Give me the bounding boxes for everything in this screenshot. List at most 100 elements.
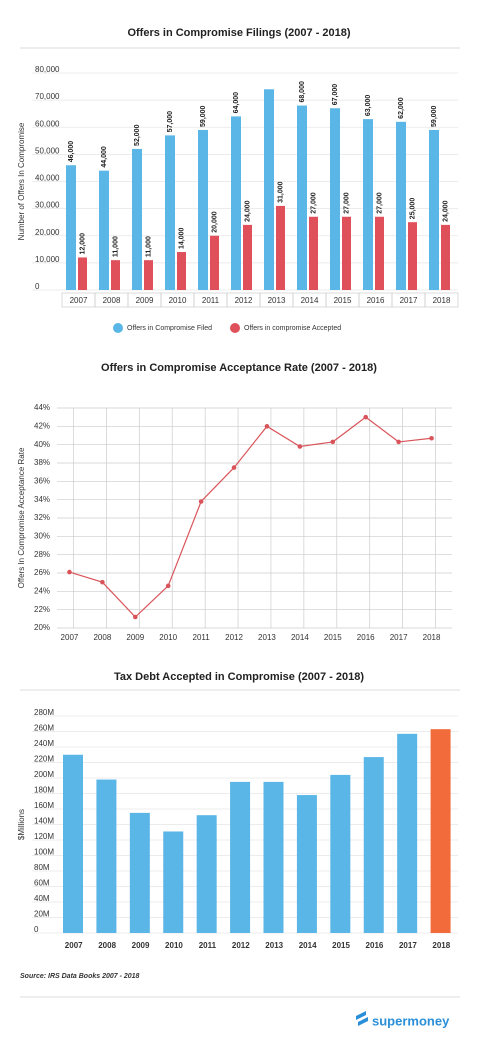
x-tick-label: 2015 xyxy=(332,941,350,950)
x-tick-label: 2016 xyxy=(357,633,375,642)
x-tick-label: 2013 xyxy=(258,633,276,642)
y-tick-label: 260M xyxy=(34,724,54,733)
bar xyxy=(430,729,451,933)
bar xyxy=(210,235,219,290)
x-tick-label: 2014 xyxy=(301,296,319,305)
point xyxy=(100,579,105,585)
bar xyxy=(78,257,87,290)
x-tick-label: 2012 xyxy=(232,941,250,950)
y-tick-label: 60,000 xyxy=(35,119,60,128)
x-tick-label: 2016 xyxy=(366,941,384,950)
bar xyxy=(408,222,417,290)
value-label: 44,000 xyxy=(101,146,108,168)
y-tick-label: 160M xyxy=(34,801,54,810)
value-label: 14,000 xyxy=(178,228,185,250)
x-tick-label: 2017 xyxy=(399,941,417,950)
x-tick-label: 2014 xyxy=(299,941,317,950)
x-tick-label: 2008 xyxy=(98,941,116,950)
bar xyxy=(196,815,217,933)
bar xyxy=(396,121,406,290)
line xyxy=(69,416,432,618)
bar xyxy=(309,216,318,290)
y-axis-label: Number of Offers In Compromise xyxy=(17,122,26,240)
chart-title: Offers in Compromise Acceptance Rate (20… xyxy=(101,362,377,374)
y-tick-label: 36% xyxy=(34,476,50,485)
value-label: 20,000 xyxy=(211,211,218,233)
x-tick-label: 2008 xyxy=(93,633,111,642)
value-label: 25,000 xyxy=(409,198,416,220)
y-tick-label: 20,000 xyxy=(35,228,60,237)
chart-title: Offers in Compromise Filings (2007 - 201… xyxy=(127,27,350,39)
y-tick-label: 44% xyxy=(34,403,50,412)
x-tick-label: 2010 xyxy=(165,941,183,950)
x-tick-label: 2012 xyxy=(235,296,253,305)
bar xyxy=(297,105,307,290)
brand-logo: supermoney xyxy=(356,1011,450,1028)
bar xyxy=(296,795,317,933)
point xyxy=(231,465,237,470)
y-tick-label: 50,000 xyxy=(35,146,60,155)
value-label: 67,000 xyxy=(332,84,339,106)
legend-label: Offers in Compromise Filed xyxy=(127,325,212,332)
x-tick-cell xyxy=(424,292,459,308)
bar xyxy=(263,781,284,933)
y-tick-label: 80M xyxy=(34,863,50,872)
y-axis-label: Offers In Compromise Acceptance Rate xyxy=(17,447,26,588)
value-label: 59,000 xyxy=(431,105,438,127)
y-tick-label: 22% xyxy=(34,605,50,614)
value-label: 11,000 xyxy=(112,236,119,257)
bar xyxy=(96,779,117,933)
value-label: 52,000 xyxy=(134,124,141,146)
value-label: 27,000 xyxy=(343,192,350,214)
value-label: 64,000 xyxy=(233,92,240,114)
x-tick-label: 2012 xyxy=(225,633,243,642)
point xyxy=(330,439,336,445)
x-tick-label: 2007 xyxy=(70,296,88,305)
x-tick-label: 2018 xyxy=(432,941,450,950)
x-tick-label: 2015 xyxy=(334,296,352,305)
bar xyxy=(243,224,252,290)
point xyxy=(396,439,401,445)
x-tick-label: 2018 xyxy=(423,633,441,642)
y-tick-label: 240M xyxy=(34,739,54,748)
legend-marker xyxy=(113,323,123,333)
y-tick-label: 20% xyxy=(34,623,50,632)
value-label: 46,000 xyxy=(68,141,75,163)
y-tick-label: 40% xyxy=(34,440,50,449)
x-tick-label: 2010 xyxy=(159,633,177,642)
y-tick-label: 28% xyxy=(34,550,50,559)
y-tick-label: 20M xyxy=(34,910,50,919)
point xyxy=(429,435,434,441)
value-label: 68,000 xyxy=(299,81,306,103)
x-tick-label: 2017 xyxy=(390,633,408,642)
y-tick-label: 70,000 xyxy=(35,92,60,101)
bar xyxy=(330,774,351,933)
y-tick-label: 200M xyxy=(34,770,54,779)
point xyxy=(67,569,72,575)
x-tick-label: 2017 xyxy=(400,296,418,305)
bar xyxy=(231,116,241,291)
y-tick-label: 40M xyxy=(34,894,50,903)
y-tick-label: 32% xyxy=(34,513,50,522)
value-label: 24,000 xyxy=(244,200,251,222)
point xyxy=(132,614,138,620)
y-tick-label: 30,000 xyxy=(35,201,60,210)
bar xyxy=(276,205,285,290)
y-axis-label: $Millions xyxy=(17,809,26,840)
legend-marker xyxy=(230,323,240,333)
logo-icon xyxy=(356,1011,368,1026)
y-tick-label: 0 xyxy=(35,282,40,291)
y-tick-label: 26% xyxy=(34,568,50,577)
x-tick-label: 2011 xyxy=(193,633,211,642)
x-tick-label: 2016 xyxy=(367,296,385,305)
y-tick-label: 0 xyxy=(34,925,39,934)
y-tick-label: 24% xyxy=(34,586,50,595)
legend-label: Offers in compromise Accepted xyxy=(244,325,341,332)
x-tick-label: 2007 xyxy=(61,633,79,642)
bar xyxy=(264,89,274,291)
y-tick-label: 30% xyxy=(34,531,50,540)
x-tick-label: 2011 xyxy=(199,941,217,950)
chart-title: Tax Debt Accepted in Compromise (2007 - … xyxy=(114,671,364,683)
bar xyxy=(129,812,150,933)
